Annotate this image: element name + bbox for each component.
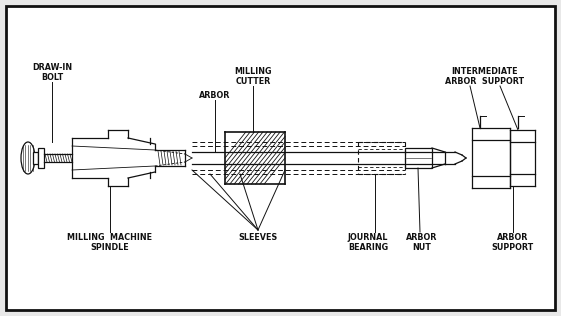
Text: SLEEVES: SLEEVES bbox=[238, 233, 278, 241]
Text: ARBOR  SUPPORT: ARBOR SUPPORT bbox=[445, 76, 525, 86]
Text: SPINDLE: SPINDLE bbox=[91, 244, 130, 252]
Text: BOLT: BOLT bbox=[41, 72, 63, 82]
Text: CUTTER: CUTTER bbox=[236, 76, 270, 86]
Text: DRAW-IN: DRAW-IN bbox=[32, 64, 72, 72]
Text: INTERMEDIATE: INTERMEDIATE bbox=[452, 68, 518, 76]
Text: ARBOR: ARBOR bbox=[199, 90, 231, 100]
Text: MILLING  MACHINE: MILLING MACHINE bbox=[67, 234, 153, 242]
Bar bbox=[33, 152, 38, 164]
Text: ARBOR: ARBOR bbox=[497, 234, 528, 242]
Text: SUPPORT: SUPPORT bbox=[492, 244, 534, 252]
Text: NUT: NUT bbox=[412, 244, 431, 252]
Text: BEARING: BEARING bbox=[348, 244, 388, 252]
Text: MILLING: MILLING bbox=[234, 68, 272, 76]
Bar bbox=[38, 148, 44, 168]
Bar bbox=[405, 148, 432, 168]
Ellipse shape bbox=[21, 142, 35, 174]
Text: ARBOR: ARBOR bbox=[406, 234, 438, 242]
Bar bbox=[225, 132, 285, 184]
Text: JOURNAL: JOURNAL bbox=[348, 234, 388, 242]
